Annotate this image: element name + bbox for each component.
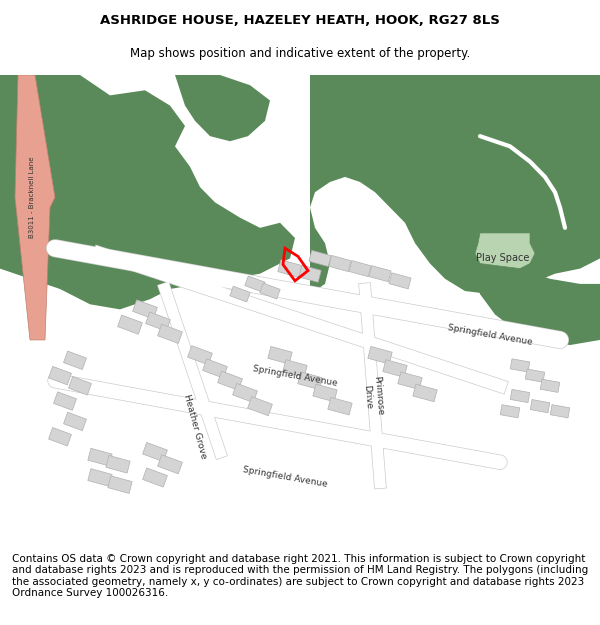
Text: Primrose
Drive: Primrose Drive: [362, 376, 385, 417]
Polygon shape: [0, 75, 295, 309]
Bar: [550, 404, 570, 418]
Polygon shape: [310, 75, 600, 294]
Bar: [525, 369, 545, 382]
Bar: [49, 428, 71, 446]
Bar: [245, 276, 265, 292]
Bar: [510, 359, 530, 372]
Polygon shape: [15, 75, 55, 340]
Text: ASHRIDGE HOUSE, HAZELEY HEATH, HOOK, RG27 8LS: ASHRIDGE HOUSE, HAZELEY HEATH, HOOK, RG2…: [100, 14, 500, 28]
Bar: [108, 476, 132, 494]
Bar: [413, 384, 437, 402]
Bar: [510, 389, 530, 402]
Bar: [398, 372, 422, 389]
Bar: [328, 398, 352, 415]
Bar: [299, 265, 321, 282]
Bar: [230, 286, 250, 302]
Text: Springfield Avenue: Springfield Avenue: [447, 323, 533, 347]
Bar: [146, 312, 170, 331]
Bar: [389, 272, 411, 289]
Bar: [53, 392, 76, 411]
Bar: [143, 442, 167, 462]
Bar: [278, 260, 302, 278]
Bar: [298, 372, 322, 389]
Bar: [260, 283, 280, 299]
Bar: [540, 379, 560, 392]
Text: Play Space: Play Space: [476, 253, 530, 263]
Bar: [88, 448, 112, 466]
Bar: [349, 261, 371, 277]
Bar: [329, 256, 351, 272]
Polygon shape: [175, 75, 270, 141]
Bar: [233, 383, 257, 402]
Bar: [158, 324, 182, 343]
Polygon shape: [475, 233, 535, 269]
Bar: [64, 412, 86, 431]
Bar: [64, 351, 86, 369]
Polygon shape: [475, 258, 600, 345]
Bar: [369, 266, 391, 282]
Bar: [309, 251, 331, 266]
Bar: [88, 469, 112, 486]
Bar: [218, 371, 242, 390]
Bar: [313, 384, 337, 402]
Bar: [188, 346, 212, 365]
Text: Springfield Avenue: Springfield Avenue: [252, 364, 338, 388]
Bar: [68, 377, 91, 395]
Bar: [203, 359, 227, 378]
Text: Map shows position and indicative extent of the property.: Map shows position and indicative extent…: [130, 48, 470, 61]
Text: Contains OS data © Crown copyright and database right 2021. This information is : Contains OS data © Crown copyright and d…: [12, 554, 588, 598]
Bar: [268, 346, 292, 364]
Bar: [133, 300, 157, 319]
Bar: [248, 397, 272, 416]
Text: Springfield Avenue: Springfield Avenue: [242, 466, 328, 489]
Bar: [158, 454, 182, 474]
Bar: [383, 359, 407, 378]
Bar: [143, 468, 167, 487]
Bar: [530, 399, 550, 412]
Bar: [368, 346, 392, 364]
Bar: [283, 359, 307, 378]
Text: B3011 - Bracknell Lane: B3011 - Bracknell Lane: [29, 156, 35, 238]
Bar: [500, 404, 520, 418]
Bar: [106, 456, 130, 473]
Bar: [118, 315, 142, 334]
Bar: [49, 366, 71, 385]
Text: Heather Grove: Heather Grove: [182, 393, 208, 460]
